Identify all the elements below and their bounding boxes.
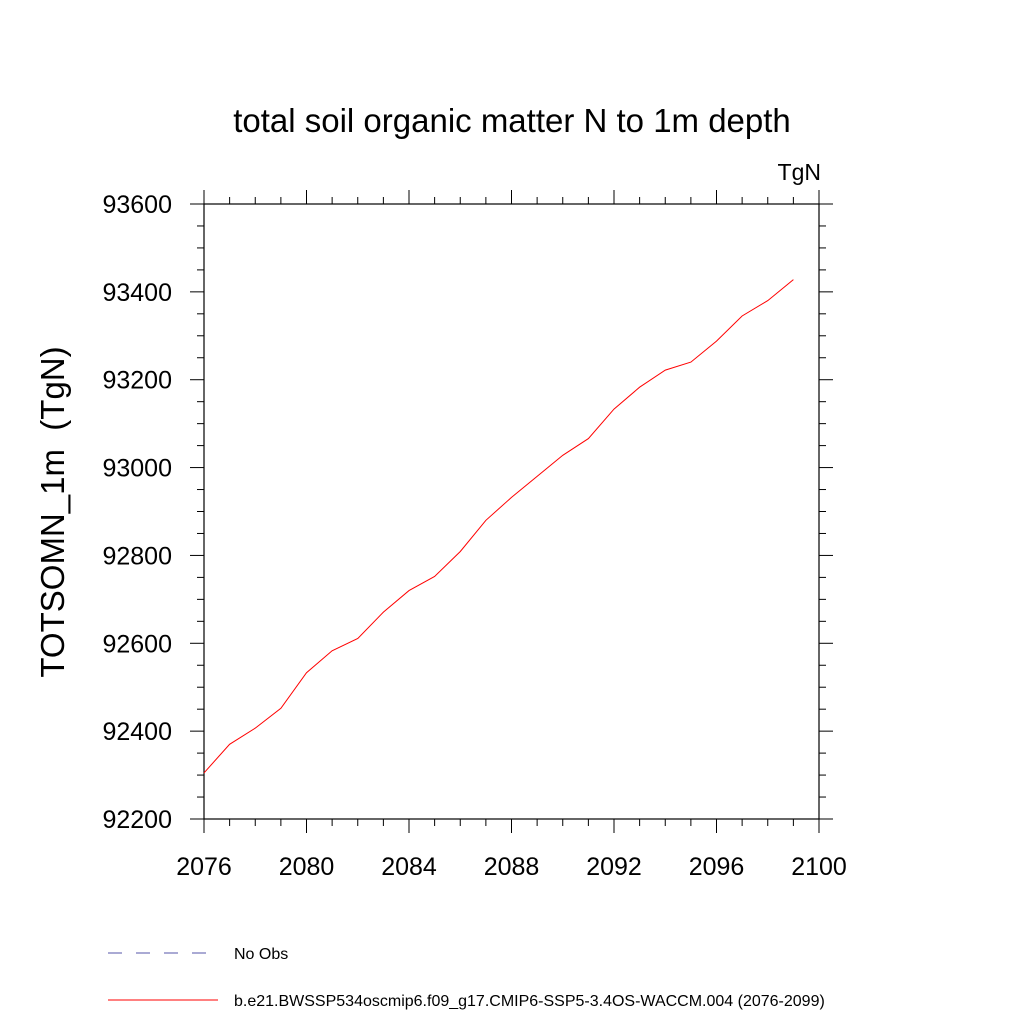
y-axis-label: TOTSOMN_1m (TgN) (34, 346, 71, 677)
x-tick-label: 2084 (381, 853, 437, 881)
series-line-0 (203, 279, 794, 774)
y-tick-label: 92200 (102, 806, 172, 834)
chart-title: total soil organic matter N to 1m depth (233, 102, 791, 139)
legend-label-no-obs: No Obs (234, 946, 288, 963)
y-tick-label: 93600 (102, 191, 172, 219)
x-tick-label: 2100 (791, 853, 847, 881)
plot-frame (203, 203, 820, 820)
axis-ticks (190, 190, 833, 833)
units-label: TgN (778, 159, 821, 185)
x-tick-label: 2076 (176, 853, 232, 881)
y-tick-label: 93000 (102, 455, 172, 483)
y-tick-label: 92800 (102, 542, 172, 570)
x-tick-label: 2088 (484, 853, 540, 881)
series-lines (203, 279, 794, 774)
x-tick-label: 2096 (689, 853, 745, 881)
y-tick-label: 92600 (102, 630, 172, 658)
y-tick-label: 93400 (102, 279, 172, 307)
legend-label-model: b.e21.BWSSP534oscmip6.f09_g17.CMIP6-SSP5… (234, 993, 825, 1010)
y-tick-label: 93200 (102, 367, 172, 395)
plot-border (203, 203, 820, 820)
y-tick-labels: 92200 92400 92600 92800 93000 93200 93400 93600 (102, 191, 172, 834)
y-tick-label: 92400 (102, 718, 172, 746)
x-tick-label: 2092 (586, 853, 642, 881)
legend: No Obs b.e21.BWSSP534oscmip6.f09_g17.CMI… (108, 946, 825, 1010)
x-tick-label: 2080 (279, 853, 335, 881)
x-tick-labels: 2076 2080 2084 2088 2092 2096 2100 (176, 853, 847, 881)
